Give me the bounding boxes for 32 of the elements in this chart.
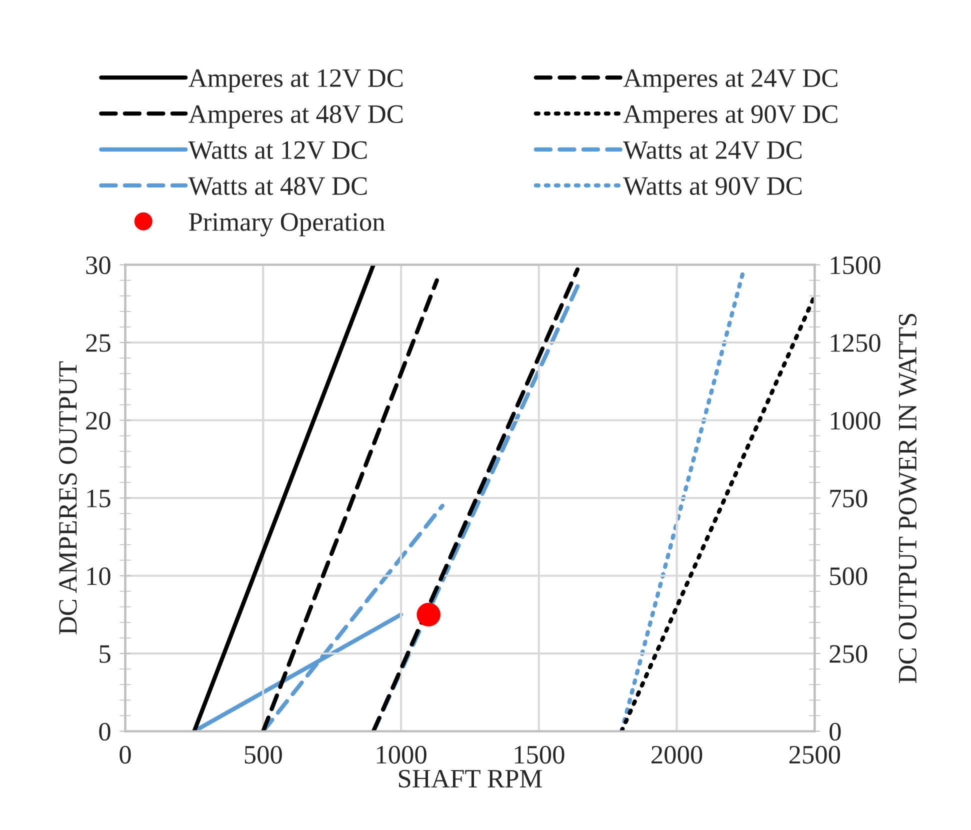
y-tick-label: 15 (87, 490, 110, 508)
y2-tick-label: 0 (830, 722, 841, 741)
y-axis-title: DC AMPERES OUTPUT (59, 361, 77, 634)
y-tick-label: 25 (86, 334, 110, 352)
x-tick-label: 500 (244, 746, 282, 764)
y2-tick-label: 1500 (830, 256, 880, 274)
y2-axis-title: DC OUTPUT POWER IN WATTS (898, 314, 917, 683)
y-tick-label: 10 (87, 567, 110, 586)
y-tick-label: 0 (99, 722, 110, 741)
legend-label: Watts at 24V DC (623, 141, 802, 160)
legend-label: Amperes at 90V DC (623, 105, 838, 128)
y2-tick-label: 1250 (830, 334, 880, 352)
y-tick-label: 20 (86, 412, 110, 430)
x-axis-title: SHAFT RPM (399, 770, 542, 788)
y-tick-label: 30 (86, 256, 110, 274)
x-tick-label: 1000 (376, 746, 426, 764)
legend-label: Amperes at 48V DC (188, 105, 403, 128)
x-tick-label: 0 (120, 746, 131, 764)
legend-label: Watts at 48V DC (188, 177, 367, 196)
y2-tick-label: 500 (830, 567, 868, 586)
y2-tick-label: 250 (830, 645, 868, 663)
y2-tick-label: 1000 (830, 412, 880, 430)
y-tick-label: 5 (100, 645, 110, 663)
x-tick-label: 2500 (789, 746, 840, 764)
legend-label: Amperes at 24V DC (623, 69, 838, 92)
x-tick-label: 2000 (652, 746, 702, 764)
legend-label: Watts at 12V DC (188, 141, 367, 160)
legend-label: Watts at 90V DC (623, 177, 802, 196)
x-tick-label: 1500 (514, 746, 564, 764)
y2-tick-label: 750 (830, 490, 868, 508)
legend-label: Amperes at 12V DC (188, 69, 403, 92)
legend-label: Primary Operation (189, 213, 385, 236)
